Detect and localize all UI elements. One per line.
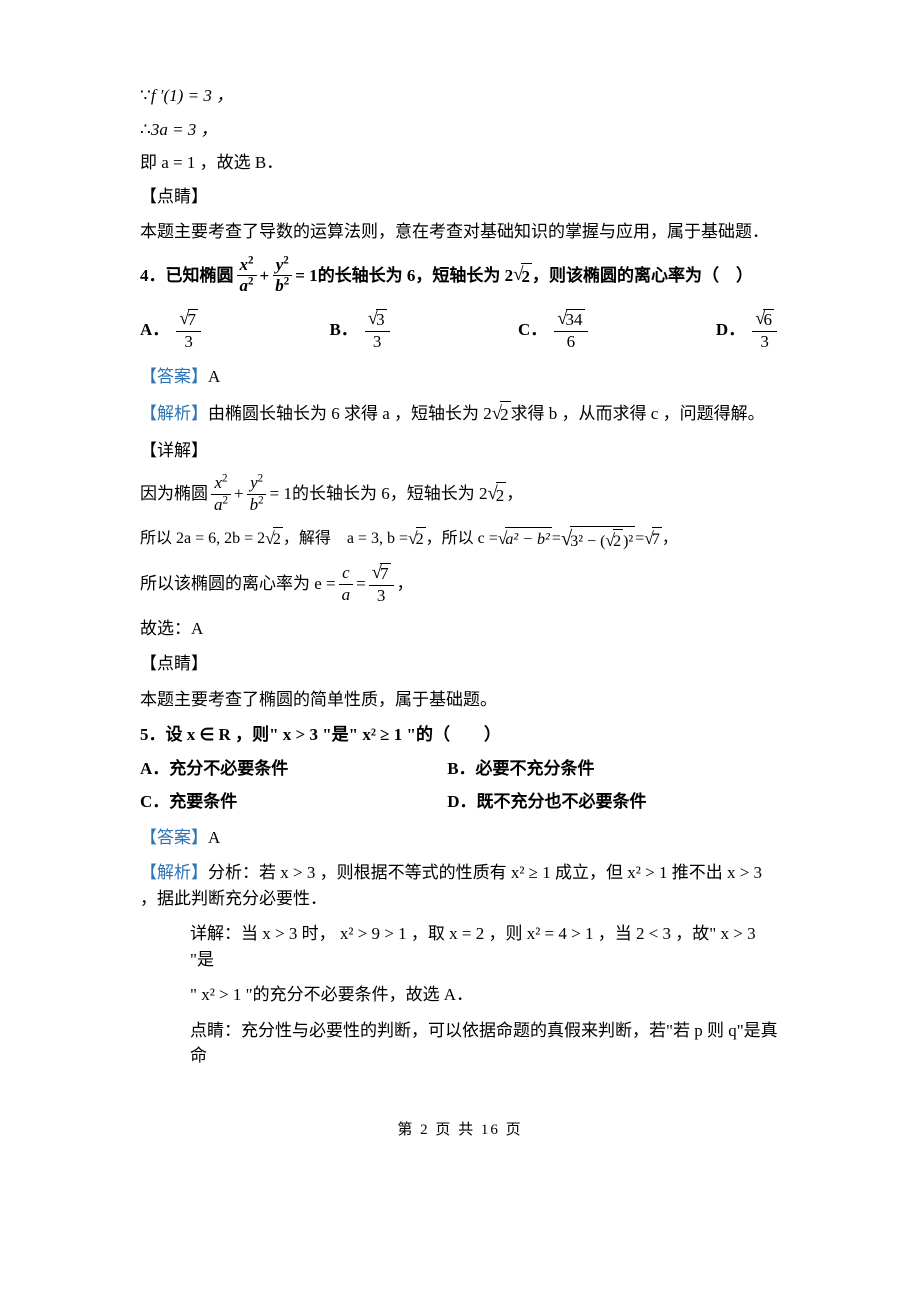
q5-detail-1: 详解：当 x > 3 时， x² > 9 > 1 ，取 x = 2 ，则 x² … bbox=[190, 921, 780, 972]
root-2-stem: √2 bbox=[513, 261, 532, 289]
q5-analysis: 【解析】分析：若 x > 3 ，则根据不等式的性质有 x² ≥ 1 成立，但 x… bbox=[140, 860, 780, 911]
q4-d2-eq3: = bbox=[635, 527, 644, 551]
q4-d4: 故选：A bbox=[140, 616, 780, 642]
q4-choice-b: B． √3 3 bbox=[329, 308, 392, 352]
plus2: + bbox=[234, 481, 244, 507]
hint-text-3: 本题主要考查了导数的运算法则，意在考查对基础知识的掌握与应用，属于基础题． bbox=[140, 219, 780, 245]
q5-detail-2: " x² > 1 "的充分不必要条件，故选 A． bbox=[190, 982, 780, 1008]
a-eq-1: 即 a = 1 ，故选 B． bbox=[140, 150, 283, 176]
q4-number: 4． bbox=[140, 263, 166, 289]
q4-stem: 4． 已知椭圆 x2 a2 + y2 b2 = 1 的长轴长为 6，短轴长为 2… bbox=[140, 255, 780, 297]
q4-analysis: 【解析】 由椭圆长轴长为 6 求得 a ，短轴长为 2 √2 求得 b ，从而求… bbox=[140, 400, 780, 428]
cont-step2: ∴ 3a = 3 ， bbox=[140, 117, 780, 143]
q4-analysis-label: 【解析】 bbox=[140, 401, 208, 427]
q4-d3-post: ， bbox=[397, 571, 414, 597]
q4-d3-eq: = bbox=[356, 571, 366, 597]
ellipse-frac-y: y2 b2 bbox=[272, 255, 292, 297]
q4-d2-pre: 所以 2a = 6, 2b = 2 bbox=[140, 527, 265, 551]
q4-choice-d: D． √6 3 bbox=[716, 308, 780, 352]
ellipse-frac-x2: x2 a2 bbox=[211, 473, 231, 515]
q4-choice-a: A． √7 3 bbox=[140, 308, 204, 352]
q4-hint-text: 本题主要考查了椭圆的简单性质，属于基础题。 bbox=[140, 687, 780, 713]
q4-d2: 所以 2a = 6, 2b = 2 √2 ，解得 a = 3, b = √2 ，… bbox=[140, 523, 780, 554]
plus: + bbox=[260, 263, 270, 289]
q5-choices-row2: C．充要条件 D．既不充分也不必要条件 bbox=[140, 789, 780, 815]
frac-root7-3: √7 3 bbox=[369, 562, 394, 606]
q5-stem: 5． 设 x ∈ R ，则" x > 3 "是" x² ≥ 1 "的（ ） bbox=[140, 722, 780, 748]
root-2-d1: √2 bbox=[488, 480, 507, 508]
root-nested: √ 3² − (√2)² bbox=[561, 523, 635, 554]
q4-analysis-post: 求得 b ，从而求得 c ，问题得解。 bbox=[511, 401, 765, 427]
q4-mid: 的长轴长为 6，短轴长为 2 bbox=[318, 263, 514, 289]
ellipse-frac-x: x2 a2 bbox=[237, 255, 257, 297]
q4-d1-pre: 因为椭圆 bbox=[140, 481, 208, 507]
root-ab: √a² − b² bbox=[498, 525, 552, 551]
q4-d2-mid2: ，所以 c = bbox=[426, 527, 498, 551]
q4-d2-mid1: ，解得 a = 3, b = bbox=[283, 527, 408, 551]
q5-analysis-text: 分析：若 x > 3 ，则根据不等式的性质有 x² ≥ 1 成立，但 x² > … bbox=[140, 863, 762, 908]
root-2-analysis: √2 bbox=[492, 400, 511, 428]
therefore: ∴ bbox=[140, 117, 151, 143]
page-content: ∵ f ′(1) = 3 ， ∴ 3a = 3 ， 即 a = 1 ，故选 B．… bbox=[0, 0, 920, 1181]
hint-label-3: 【点睛】 bbox=[140, 184, 780, 210]
q5-choices-row1: A．充分不必要条件 B．必要不充分条件 bbox=[140, 756, 780, 782]
q4-ans-label: 【答案】 bbox=[140, 367, 208, 386]
q4-d1-post: 的长轴长为 6，短轴长为 2 bbox=[292, 481, 488, 507]
ellipse-frac-y2: y2 b2 bbox=[247, 473, 267, 515]
page-footer: 第 2 页 共 16 页 bbox=[140, 1119, 780, 1142]
q5-ans-value: A bbox=[208, 828, 220, 847]
q5-stem-text: 设 x ∈ R ，则" x > 3 "是" x² ≥ 1 "的（ ） bbox=[166, 722, 501, 748]
q5-choice-c: C．充要条件 bbox=[140, 789, 447, 815]
q4-detail-label: 【详解】 bbox=[140, 438, 780, 464]
q5-choice-b: B．必要不充分条件 bbox=[447, 756, 780, 782]
q5-analysis-label: 【解析】 bbox=[140, 863, 208, 882]
q4-post: ，则该椭圆的离心率为（ ） bbox=[532, 263, 753, 289]
q4-d2-eq2: = bbox=[552, 527, 561, 551]
root-7: √7 bbox=[644, 525, 662, 551]
q5-number: 5． bbox=[140, 722, 166, 748]
q5-choice-a: A．充分不必要条件 bbox=[140, 756, 447, 782]
q4-choice-c: C． √34 6 bbox=[518, 308, 591, 352]
q4-d1: 因为椭圆 x2 a2 + y2 b2 = 1 的长轴长为 6，短轴长为 2 √2… bbox=[140, 473, 780, 515]
q4-choices: A． √7 3 B． √3 3 C． √34 6 D． √6 3 bbox=[140, 308, 780, 352]
because: ∵ bbox=[140, 83, 151, 109]
q5-choice-d: D．既不充分也不必要条件 bbox=[447, 789, 780, 815]
root-2-d2a: √2 bbox=[265, 525, 283, 551]
q4-d2-end: ， bbox=[662, 527, 678, 551]
q4-d3-pre: 所以该椭圆的离心率为 e = bbox=[140, 571, 336, 597]
q4-analysis-pre: 由椭圆长轴长为 6 求得 a ，短轴长为 2 bbox=[208, 401, 492, 427]
cont-step3: 即 a = 1 ，故选 B． bbox=[140, 150, 780, 176]
q4-hint-label: 【点睛】 bbox=[140, 651, 780, 677]
root-2-d2b: √2 bbox=[408, 525, 426, 551]
fprime-eq: f ′(1) = 3 ， bbox=[151, 83, 233, 109]
q5-ans-label: 【答案】 bbox=[140, 828, 208, 847]
q4-answer: 【答案】A bbox=[140, 364, 780, 390]
eq1: = 1 bbox=[295, 263, 317, 289]
eq1b: = 1 bbox=[270, 481, 292, 507]
q4-pre: 已知椭圆 bbox=[166, 263, 234, 289]
cont-step1: ∵ f ′(1) = 3 ， bbox=[140, 83, 780, 109]
q4-d3: 所以该椭圆的离心率为 e = c a = √7 3 ， bbox=[140, 562, 780, 606]
frac-c-a: c a bbox=[339, 563, 354, 605]
q5-hint: 点睛：充分性与必要性的判断，可以依据命题的真假来判断，若"若 p 则 q"是真命 bbox=[190, 1018, 780, 1069]
3a-eq: 3a = 3 ， bbox=[151, 117, 218, 143]
q5-answer: 【答案】A bbox=[140, 825, 780, 851]
q4-ans-value: A bbox=[208, 367, 220, 386]
